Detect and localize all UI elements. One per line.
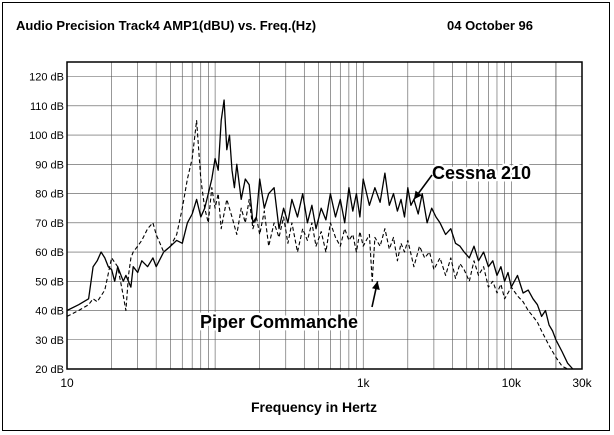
annotation-label: Cessna 210: [432, 163, 531, 183]
y-tick-label: 60 dB: [35, 247, 64, 259]
series-layer: [66, 99, 574, 370]
y-tick-label: 80 dB: [35, 189, 64, 201]
annotation-label-halo: Piper Commanche: [200, 312, 358, 332]
x-tick-label: 30k: [572, 376, 592, 390]
chart-title: Audio Precision Track4 AMP1(dBU) vs. Fre…: [16, 18, 317, 33]
y-tick-labels: 20 dB 30 dB 40 dB 50 dB 60 dB 70 dB 80 dB 90 dB…: [29, 72, 64, 376]
y-tick-label: 70 dB: [35, 218, 64, 230]
x-tick-label: 10: [60, 376, 74, 390]
x-axis-label: Frequency in Hertz: [251, 399, 377, 415]
x-tick-labels: 10 1k 10k 30k: [60, 376, 592, 390]
x-tick-label: 1k: [357, 376, 371, 390]
annotation-label-halo: Cessna 210: [432, 163, 531, 183]
y-tick-label: 90 dB: [35, 159, 64, 171]
y-tick-label: 40 dB: [35, 306, 64, 318]
chart-date: 04 October 96: [447, 18, 533, 33]
x-tick-label: 10k: [502, 376, 522, 390]
plot-area: [66, 61, 583, 370]
annotation-arrowhead: [372, 281, 380, 290]
annotation-arrowhead: [413, 190, 422, 200]
y-tick-label: 20 dB: [35, 364, 64, 376]
y-tick-label: 100 dB: [29, 130, 64, 142]
y-tick-label: 50 dB: [35, 276, 64, 288]
annotation-label: Piper Commanche: [200, 312, 358, 332]
series-line-cessna-210: [66, 99, 574, 370]
y-tick-label: 30 dB: [35, 335, 64, 347]
series-line-piper-commanche: [66, 119, 573, 370]
y-tick-label: 110 dB: [30, 101, 64, 113]
y-tick-label: 120 dB: [29, 72, 64, 84]
